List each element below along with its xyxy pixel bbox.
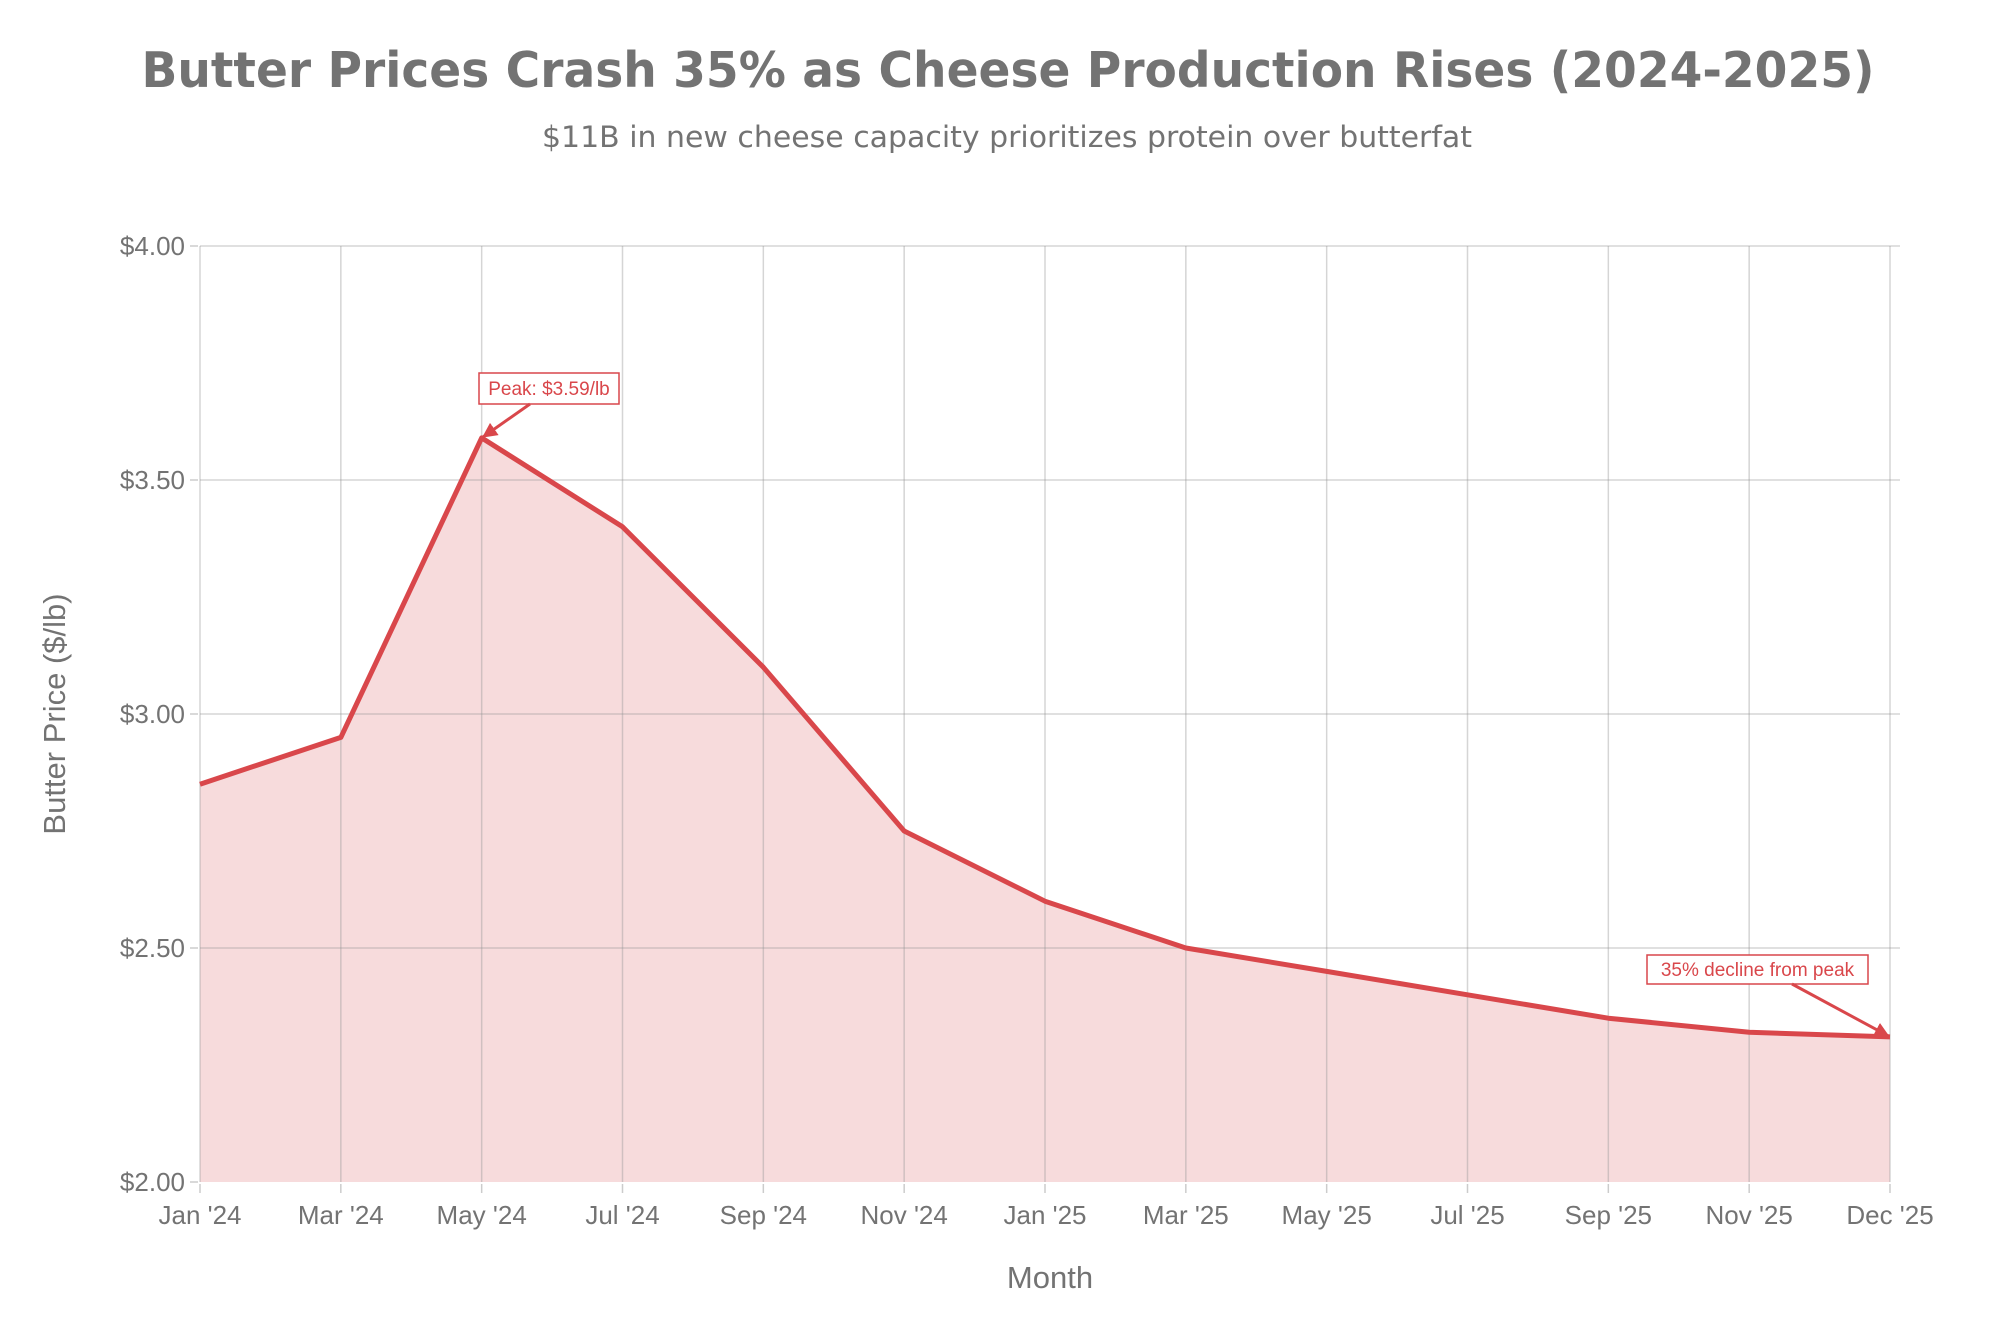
x-tick-label: Jan '25 xyxy=(1003,1200,1086,1230)
y-tick-label: $2.50 xyxy=(120,933,185,963)
x-tick-label: Nov '25 xyxy=(1705,1200,1792,1230)
x-axis: Jan '24 Mar '24 May '24 Jul '24 Sep '24 Nov '… xyxy=(158,1184,1934,1230)
y-axis: $2.00 $2.50 $3.00 $3.50 $4.00 xyxy=(120,231,198,1197)
decline-annotation: 35% decline from peak xyxy=(1646,954,1890,1038)
y-tick-label: $4.00 xyxy=(120,231,185,261)
y-axis-title: Butter Price ($/lb) xyxy=(37,593,72,834)
x-tick-label: Sep '24 xyxy=(720,1200,807,1230)
grid-layer xyxy=(199,245,1900,1182)
annotation-box xyxy=(1646,954,1869,985)
x-tick-label: Dec '25 xyxy=(1846,1200,1933,1230)
x-tick-label: Nov '24 xyxy=(860,1200,947,1230)
x-tick-label: May '25 xyxy=(1282,1200,1372,1230)
annotation-box xyxy=(478,372,620,405)
x-tick-label: Jul '25 xyxy=(1430,1200,1504,1230)
peak-annotation: Peak: $3.59/lb xyxy=(478,372,620,438)
annotation-label: 35% decline from peak xyxy=(1661,960,1855,981)
annotation-label: Peak: $3.59/lb xyxy=(488,379,609,400)
y-tick-label: $3.00 xyxy=(120,699,185,729)
x-tick-label: May '24 xyxy=(437,1200,527,1230)
y-tick-label: $2.00 xyxy=(120,1167,185,1197)
annotation-arrow xyxy=(1791,982,1890,1038)
annotations: Peak: $3.59/lb 35% decline from peak xyxy=(478,372,1890,1038)
x-tick-label: Jul '24 xyxy=(585,1200,659,1230)
x-tick-label: Sep '25 xyxy=(1565,1200,1652,1230)
x-tick-label: Mar '25 xyxy=(1143,1200,1229,1230)
y-tick-label: $3.50 xyxy=(120,465,185,495)
chart-title: Butter Prices Crash 35% as Cheese Produc… xyxy=(142,42,1875,99)
chart-subtitle: $11B in new cheese capacity prioritizes … xyxy=(542,120,1472,154)
line-layer xyxy=(199,435,1891,1040)
x-tick-label: Mar '24 xyxy=(298,1200,384,1230)
x-axis-title: Month xyxy=(1007,1260,1093,1295)
x-tick-label: Jan '24 xyxy=(158,1200,241,1230)
annotation-arrow xyxy=(482,402,531,438)
